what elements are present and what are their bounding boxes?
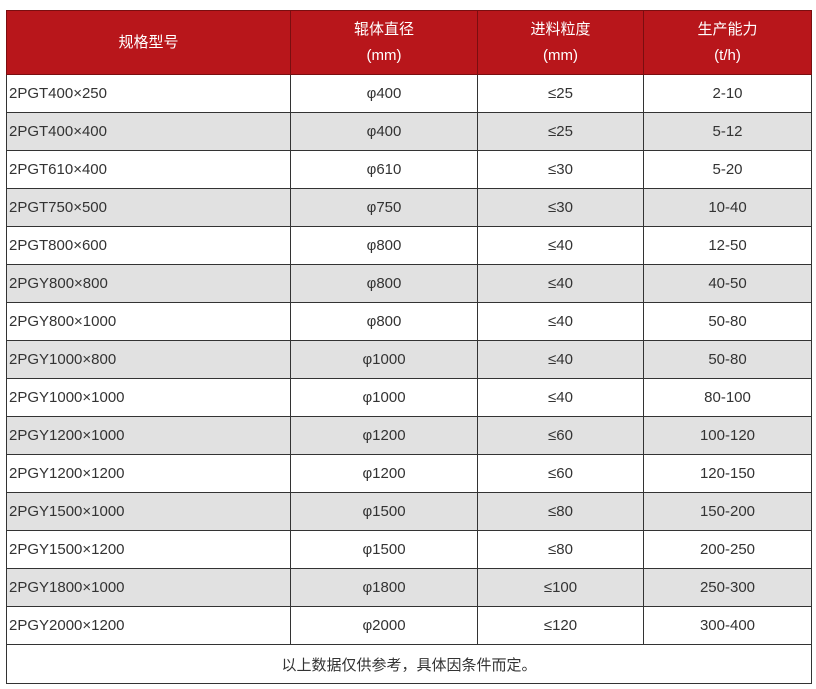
table-row: 2PGY1000×1000 φ1000 ≤40 80-100	[6, 378, 812, 417]
cell-roller-diameter: φ800	[290, 226, 478, 265]
cell-model: 2PGY2000×1200	[6, 606, 291, 645]
cell-capacity: 5-12	[643, 112, 812, 151]
header-model: 规格型号	[6, 10, 291, 75]
table-row: 2PGY1000×800 φ1000 ≤40 50-80	[6, 340, 812, 379]
cell-model: 2PGY800×800	[6, 264, 291, 303]
cell-model: 2PGT800×600	[6, 226, 291, 265]
cell-capacity: 40-50	[643, 264, 812, 303]
cell-capacity: 100-120	[643, 416, 812, 455]
spec-table: 规格型号 辊体直径 (mm) 进料粒度 (mm) 生产能力 (t/h) 2PGT400×25…	[6, 10, 812, 684]
cell-feed-size: ≤40	[477, 340, 644, 379]
table-row: 2PGY1200×1000 φ1200 ≤60 100-120	[6, 416, 812, 455]
cell-capacity: 300-400	[643, 606, 812, 645]
cell-roller-diameter: φ1000	[290, 340, 478, 379]
cell-feed-size: ≤60	[477, 416, 644, 455]
cell-roller-diameter: φ800	[290, 264, 478, 303]
cell-model: 2PGY1000×800	[6, 340, 291, 379]
cell-model: 2PGT400×400	[6, 112, 291, 151]
table-row: 2PGY800×800 φ800 ≤40 40-50	[6, 264, 812, 303]
table-row: 2PGT400×400 φ400 ≤25 5-12	[6, 112, 812, 151]
header-unit: (t/h)	[714, 46, 741, 64]
cell-capacity: 250-300	[643, 568, 812, 607]
cell-roller-diameter: φ1800	[290, 568, 478, 607]
cell-roller-diameter: φ400	[290, 112, 478, 151]
table-row: 2PGY1500×1000 φ1500 ≤80 150-200	[6, 492, 812, 531]
cell-roller-diameter: φ1500	[290, 492, 478, 531]
cell-capacity: 5-20	[643, 150, 812, 189]
header-label: 生产能力	[697, 20, 758, 38]
cell-model: 2PGY800×1000	[6, 302, 291, 341]
header-feed-size: 进料粒度 (mm)	[477, 10, 644, 75]
table-row: 2PGT400×250 φ400 ≤25 2-10	[6, 74, 812, 113]
cell-feed-size: ≤100	[477, 568, 644, 607]
table-row: 2PGY1800×1000 φ1800 ≤100 250-300	[6, 568, 812, 607]
table-row: 2PGY1500×1200 φ1500 ≤80 200-250	[6, 530, 812, 569]
cell-model: 2PGY1800×1000	[6, 568, 291, 607]
cell-model: 2PGY1500×1200	[6, 530, 291, 569]
cell-roller-diameter: φ1200	[290, 416, 478, 455]
cell-capacity: 50-80	[643, 340, 812, 379]
cell-capacity: 200-250	[643, 530, 812, 569]
table-row: 2PGY1200×1200 φ1200 ≤60 120-150	[6, 454, 812, 493]
cell-capacity: 2-10	[643, 74, 812, 113]
cell-feed-size: ≤40	[477, 378, 644, 417]
cell-model: 2PGT400×250	[6, 74, 291, 113]
cell-roller-diameter: φ610	[290, 150, 478, 189]
cell-feed-size: ≤30	[477, 188, 644, 227]
cell-feed-size: ≤80	[477, 492, 644, 531]
footer-row: 以上数据仅供参考，具体因条件而定。	[6, 644, 812, 684]
cell-model: 2PGT750×500	[6, 188, 291, 227]
table-row: 2PGT750×500 φ750 ≤30 10-40	[6, 188, 812, 227]
cell-model: 2PGY1200×1200	[6, 454, 291, 493]
header-label: 进料粒度	[530, 20, 591, 38]
cell-roller-diameter: φ1000	[290, 378, 478, 417]
cell-model: 2PGT610×400	[6, 150, 291, 189]
footer-note: 以上数据仅供参考，具体因条件而定。	[6, 644, 812, 684]
cell-capacity: 12-50	[643, 226, 812, 265]
cell-roller-diameter: φ1500	[290, 530, 478, 569]
cell-capacity: 120-150	[643, 454, 812, 493]
cell-capacity: 10-40	[643, 188, 812, 227]
cell-capacity: 80-100	[643, 378, 812, 417]
header-capacity: 生产能力 (t/h)	[643, 10, 812, 75]
cell-roller-diameter: φ800	[290, 302, 478, 341]
cell-capacity: 150-200	[643, 492, 812, 531]
cell-feed-size: ≤25	[477, 112, 644, 151]
table-row: 2PGY800×1000 φ800 ≤40 50-80	[6, 302, 812, 341]
header-unit: (mm)	[543, 46, 578, 64]
header-row: 规格型号 辊体直径 (mm) 进料粒度 (mm) 生产能力 (t/h)	[6, 10, 812, 75]
cell-feed-size: ≤60	[477, 454, 644, 493]
cell-model: 2PGY1200×1000	[6, 416, 291, 455]
table-row: 2PGT800×600 φ800 ≤40 12-50	[6, 226, 812, 265]
cell-feed-size: ≤30	[477, 150, 644, 189]
cell-roller-diameter: φ1200	[290, 454, 478, 493]
cell-roller-diameter: φ2000	[290, 606, 478, 645]
header-unit: (mm)	[366, 46, 402, 64]
table-row: 2PGT610×400 φ610 ≤30 5-20	[6, 150, 812, 189]
cell-feed-size: ≤25	[477, 74, 644, 113]
cell-model: 2PGY1000×1000	[6, 378, 291, 417]
header-label: 辊体直径	[353, 20, 414, 38]
header-label: 规格型号	[118, 33, 179, 51]
cell-model: 2PGY1500×1000	[6, 492, 291, 531]
table-row: 2PGY2000×1200 φ2000 ≤120 300-400	[6, 606, 812, 645]
cell-roller-diameter: φ400	[290, 74, 478, 113]
cell-feed-size: ≤120	[477, 606, 644, 645]
header-roller-diameter: 辊体直径 (mm)	[290, 10, 478, 75]
cell-capacity: 50-80	[643, 302, 812, 341]
cell-feed-size: ≤40	[477, 226, 644, 265]
cell-feed-size: ≤40	[477, 264, 644, 303]
cell-roller-diameter: φ750	[290, 188, 478, 227]
cell-feed-size: ≤80	[477, 530, 644, 569]
cell-feed-size: ≤40	[477, 302, 644, 341]
